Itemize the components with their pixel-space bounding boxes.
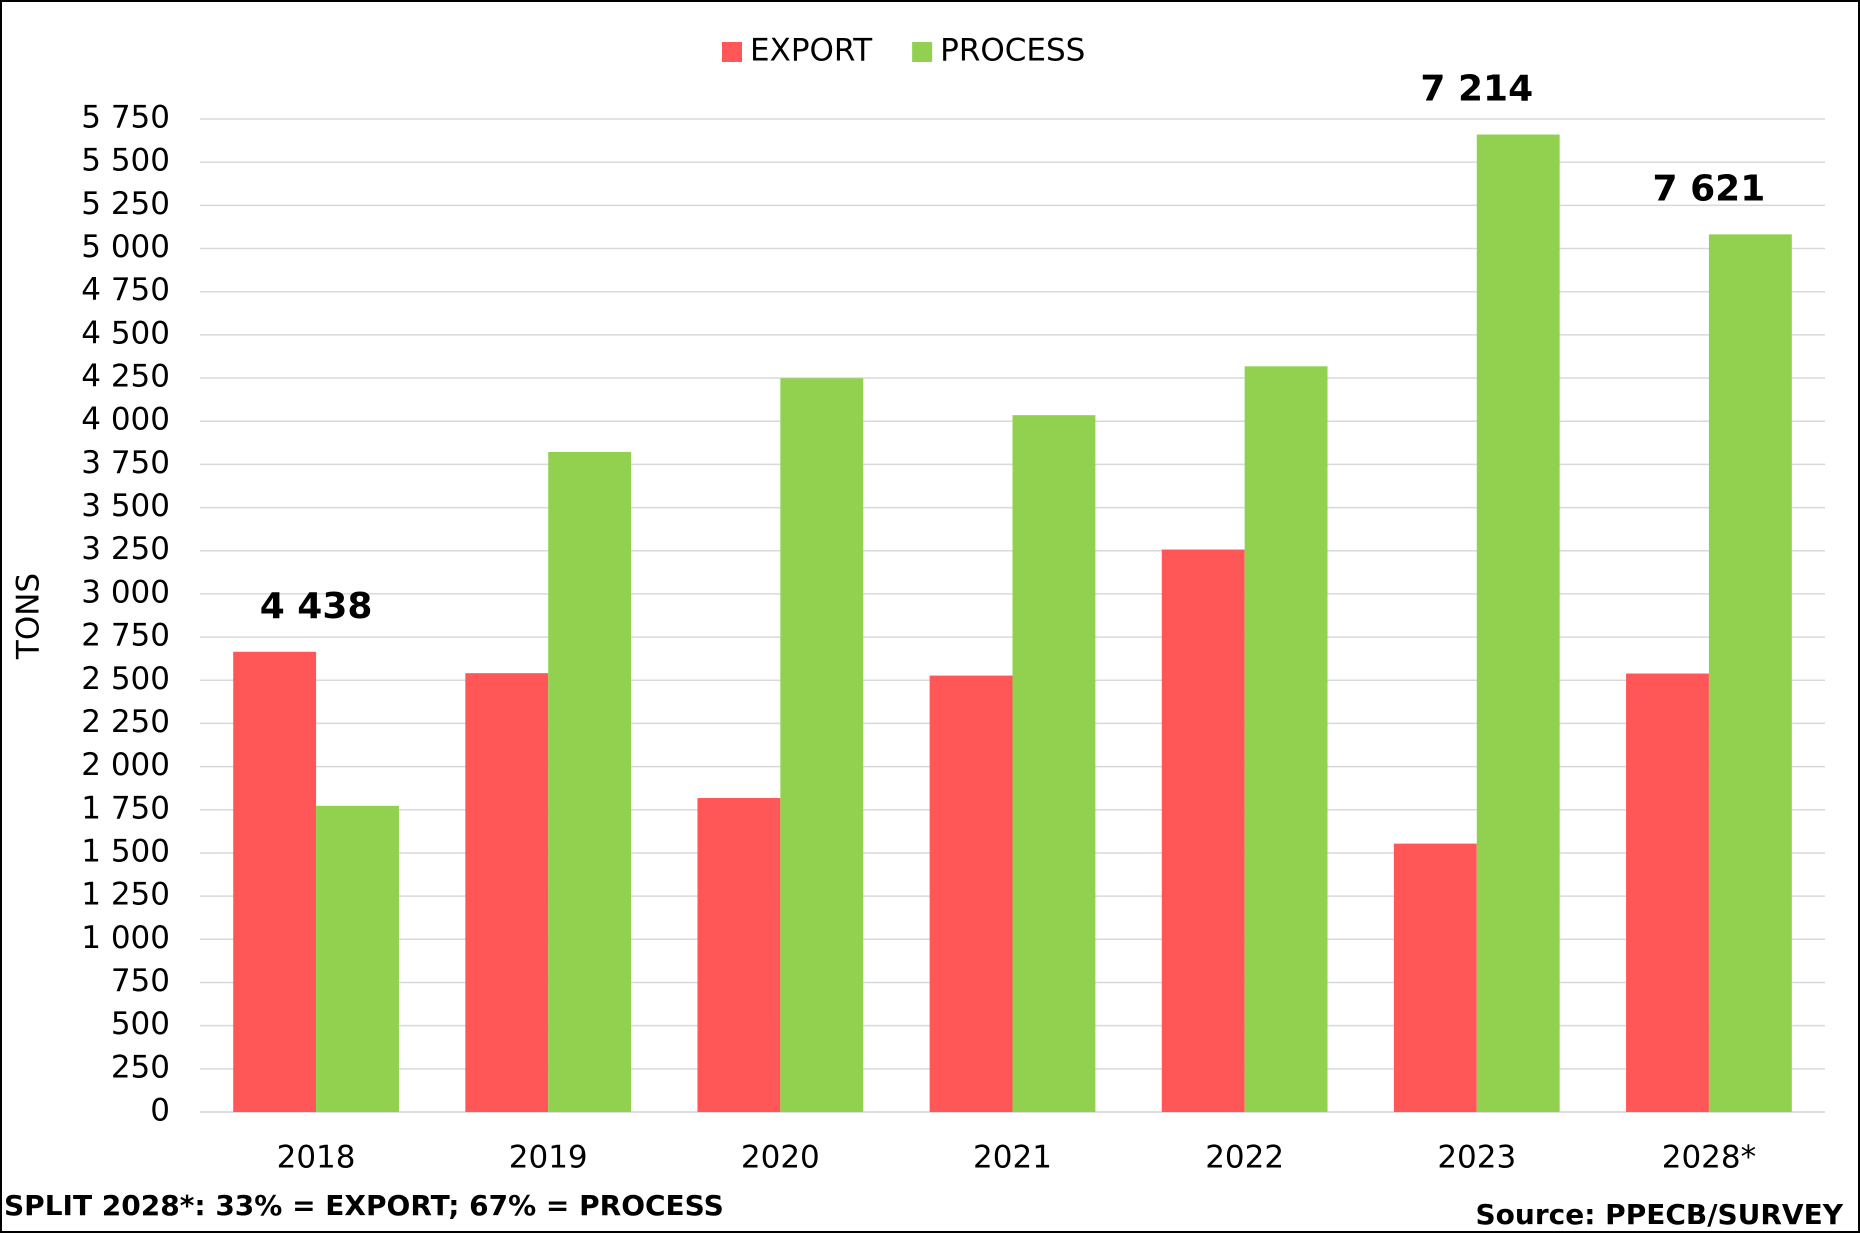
- footnote: SPLIT 2028*: 33% = EXPORT; 67% = PROCESS: [4, 1189, 724, 1222]
- x-tick-label: 2021: [973, 1140, 1052, 1176]
- y-tick-label: 2 250: [81, 704, 170, 740]
- bar: [1476, 134, 1560, 1112]
- y-tick-label: 2 500: [81, 661, 170, 697]
- bar: [233, 651, 317, 1112]
- x-tick-label: 2022: [1205, 1140, 1284, 1176]
- bar: [465, 673, 549, 1112]
- bar: [1012, 415, 1096, 1112]
- y-tick-label: 5 750: [81, 100, 170, 136]
- y-tick-label: 0: [150, 1093, 170, 1129]
- x-tick-label: 2020: [741, 1140, 820, 1176]
- y-tick-label: 5 250: [81, 186, 170, 222]
- bar: [1626, 673, 1709, 1112]
- y-tick-label: 5 000: [81, 229, 170, 265]
- bar: [1161, 549, 1245, 1112]
- bar: [1244, 366, 1328, 1112]
- y-tick-label: 3 500: [81, 488, 170, 524]
- bar: [1708, 234, 1792, 1112]
- y-tick-label: 1 500: [81, 833, 170, 869]
- y-tick-label: 1 250: [81, 877, 170, 913]
- source: Source: PPECB/SURVEY: [1476, 1198, 1844, 1231]
- x-tick-label: 2023: [1437, 1140, 1516, 1176]
- y-tick-label: 1 750: [81, 790, 170, 826]
- bar: [548, 451, 632, 1112]
- total-label: 4 438: [260, 586, 373, 627]
- y-tick-label: 3 750: [81, 445, 170, 481]
- y-tick-label: 1 000: [81, 920, 170, 956]
- legend-swatch: [912, 42, 933, 62]
- y-tick-label: 4 750: [81, 272, 170, 308]
- y-tick-label: 2 000: [81, 747, 170, 783]
- y-tick-label: 500: [111, 1006, 170, 1042]
- y-tick-label: 750: [111, 963, 170, 999]
- legend-swatch: [722, 42, 742, 62]
- y-tick-label: 4 250: [81, 359, 170, 395]
- legend-label: PROCESS: [940, 33, 1085, 69]
- total-label: 7 214: [1420, 69, 1533, 110]
- x-tick-label: 2019: [509, 1140, 588, 1176]
- y-tick-label: 4 000: [81, 402, 170, 438]
- y-tick-label: 5 500: [81, 143, 170, 179]
- y-tick-label: 250: [111, 1049, 170, 1085]
- bar: [780, 378, 864, 1112]
- y-axis-label: TONS: [11, 573, 47, 660]
- y-tick-label: 4 500: [81, 315, 170, 351]
- y-tick-label: 3 250: [81, 531, 170, 567]
- bar: [697, 798, 781, 1112]
- legend-label: EXPORT: [750, 33, 873, 69]
- bar: [1393, 843, 1477, 1112]
- total-label: 7 621: [1653, 168, 1766, 209]
- bar: [316, 805, 399, 1112]
- y-tick-label: 2 750: [81, 618, 170, 654]
- y-tick-label: 3 000: [81, 574, 170, 610]
- x-tick-label: 2028*: [1662, 1140, 1756, 1176]
- bar: [929, 675, 1013, 1112]
- x-tick-label: 2018: [277, 1140, 356, 1176]
